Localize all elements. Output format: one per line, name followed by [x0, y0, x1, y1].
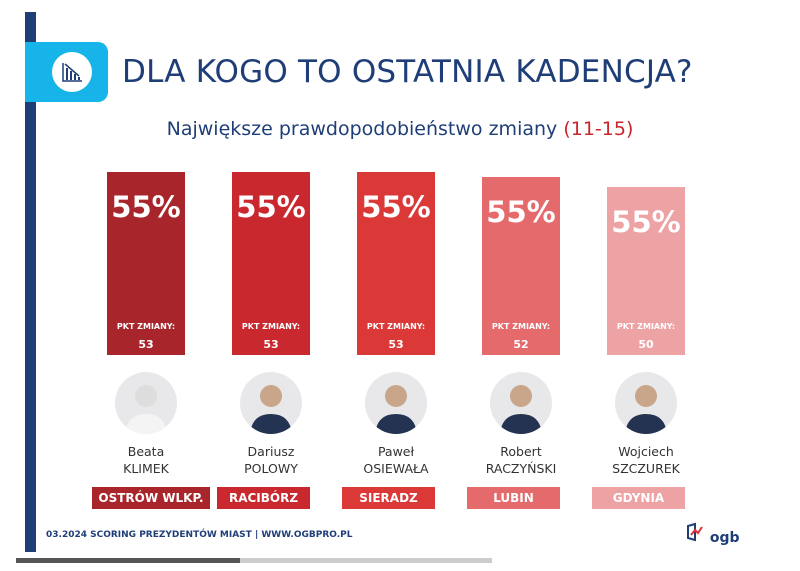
candidate-name: Dariusz POLOWY	[201, 443, 341, 477]
avatar	[240, 372, 302, 434]
points-label: PKT ZMIANY:	[491, 322, 551, 331]
ogb-logo-icon	[687, 522, 703, 542]
points-label: PKT ZMIANY:	[241, 322, 301, 331]
bar: 55% PKT ZMIANY: 53	[232, 172, 310, 355]
candidate-name: Paweł OSIEWAŁA	[326, 443, 466, 477]
avatar	[115, 372, 177, 434]
candidate-name: Wojciech SZCZUREK	[576, 443, 716, 477]
city-label: OSTRÓW WLKP.	[92, 487, 210, 509]
avatar	[490, 372, 552, 434]
first-name: Beata	[127, 444, 165, 459]
subtitle: Największe prawdopodobieństwo zmiany (11…	[0, 118, 800, 140]
points-value: 53	[138, 338, 154, 351]
city-label: LUBIN	[467, 487, 560, 509]
percent-label: 55%	[361, 190, 431, 224]
subtitle-range: (11-15)	[563, 118, 634, 140]
scrollbar-thumb[interactable]	[16, 558, 240, 563]
first-name: Robert	[500, 444, 542, 459]
accent-bar	[25, 12, 36, 552]
page-title: DLA KOGO TO OSTATNIA KADENCJA?	[122, 54, 693, 90]
points-value: 53	[388, 338, 404, 351]
ogb-logo: ogb	[685, 522, 740, 546]
candidate-name: Beata KLIMEK	[76, 443, 216, 477]
city-label: RACIBÓRZ	[217, 487, 310, 509]
percent-label: 55%	[486, 195, 556, 229]
points-label: PKT ZMIANY:	[616, 322, 676, 331]
bar: 55% PKT ZMIANY: 52	[482, 177, 560, 355]
scrollbar[interactable]	[16, 558, 492, 563]
percent-label: 55%	[111, 190, 181, 224]
points-value: 52	[513, 338, 529, 351]
last-name: SZCZUREK	[612, 461, 680, 476]
last-name: KLIMEK	[123, 461, 169, 476]
bar: 55% PKT ZMIANY: 53	[107, 172, 185, 355]
subtitle-text: Największe prawdopodobieństwo zmiany	[166, 118, 558, 140]
avatar	[365, 372, 427, 434]
bar: 55% PKT ZMIANY: 53	[357, 172, 435, 355]
header-badge	[25, 42, 108, 102]
city-label: GDYNIA	[592, 487, 685, 509]
points-value: 53	[263, 338, 279, 351]
first-name: Paweł	[377, 444, 415, 459]
candidate-name: Robert RACZYŃSKI	[451, 443, 591, 477]
percent-label: 55%	[236, 190, 306, 224]
bar: 55% PKT ZMIANY: 50	[607, 187, 685, 355]
logo-text: ogb	[709, 530, 740, 546]
avatar	[615, 372, 677, 434]
last-name: RACZYŃSKI	[485, 461, 557, 476]
first-name: Dariusz	[247, 444, 295, 459]
last-name: POLOWY	[244, 461, 298, 476]
declining-chart-icon	[52, 52, 92, 92]
footer-text: 03.2024 SCORING PREZYDENTÓW MIAST | WWW.…	[46, 530, 353, 540]
percent-label: 55%	[611, 205, 681, 239]
first-name: Wojciech	[618, 444, 674, 459]
city-label: SIERADZ	[342, 487, 435, 509]
points-label: PKT ZMIANY:	[116, 322, 176, 331]
points-value: 50	[638, 338, 654, 351]
last-name: OSIEWAŁA	[363, 461, 429, 476]
points-label: PKT ZMIANY:	[366, 322, 426, 331]
